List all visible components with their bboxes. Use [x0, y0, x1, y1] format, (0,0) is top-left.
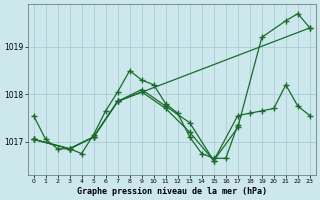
X-axis label: Graphe pression niveau de la mer (hPa): Graphe pression niveau de la mer (hPa)	[77, 187, 267, 196]
